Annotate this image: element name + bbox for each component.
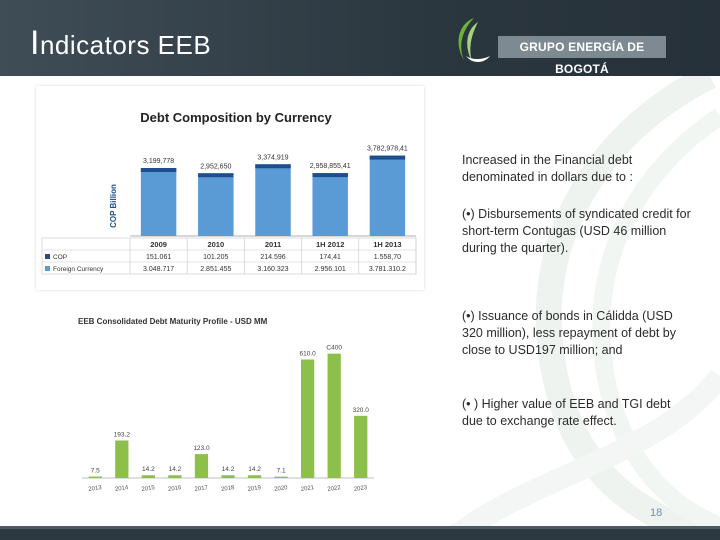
table-cell-value: 174,41 <box>319 254 341 261</box>
category-label: 2011 <box>265 240 281 249</box>
maturity-bar-label: 610.0 <box>299 350 316 357</box>
slide-footer <box>0 526 720 540</box>
maturity-bar-label: 123.0 <box>193 445 210 452</box>
maturity-bar-label: 14.2 <box>169 466 182 473</box>
chart2-title: EEB Consolidated Debt Maturity Profile -… <box>78 317 268 326</box>
chart1-bars: 3,199,778 2,952,650 3,374,919 2,958,855,41 3… <box>130 146 416 237</box>
maturity-bar <box>141 475 155 478</box>
category-label: 2009 <box>150 240 167 249</box>
bar-cop <box>312 173 348 178</box>
maturity-year-label: 2022 <box>327 485 342 493</box>
bar-foreign-currency <box>369 155 406 236</box>
chart1-title: Debt Composition by Currency <box>140 110 332 125</box>
table-cell-value: 3.048.717 <box>143 266 174 273</box>
maturity-bar-label: 14.2 <box>222 466 235 473</box>
bar-total-label: 2,958,855,41 <box>310 163 351 170</box>
table-cell-value: 151.061 <box>146 254 171 261</box>
maturity-bar-label: 193.2 <box>114 431 131 438</box>
slide-title: Indicators EEB <box>30 24 212 62</box>
table-cell-value: 2.956.101 <box>315 266 346 273</box>
bar-foreign-currency <box>255 164 291 236</box>
bar-cop <box>140 168 177 173</box>
maturity-year-label: 2014 <box>115 485 130 493</box>
maturity-year-label: 2018 <box>221 485 236 493</box>
chart1-ylabel: COP Billion <box>109 184 118 228</box>
bar-cop <box>198 173 234 178</box>
bar-foreign-currency <box>140 168 177 236</box>
legend-label: Foreign Currency <box>53 266 104 273</box>
category-label: 1H 2012 <box>316 240 344 249</box>
category-label: 2010 <box>207 240 224 249</box>
bar-foreign-currency <box>312 173 348 236</box>
maturity-year-label: 2016 <box>168 485 183 493</box>
maturity-year-label: 2021 <box>300 485 315 493</box>
commentary-bullet-3: (• ) Higher value of EEB and TGI debt du… <box>462 397 671 428</box>
debt-maturity-chart: EEB Consolidated Debt Maturity Profile -… <box>78 317 374 493</box>
maturity-year-label: 2015 <box>141 485 156 493</box>
maturity-bar-label: 14.2 <box>142 466 155 473</box>
bar-cop <box>369 155 406 160</box>
bar-total-label: 3,374,919 <box>257 154 288 161</box>
table-cell-value: 214.596 <box>260 254 285 261</box>
maturity-bar-label: 14.2 <box>248 466 261 473</box>
maturity-bar <box>88 476 102 478</box>
maturity-bar-label: 7.1 <box>277 468 286 475</box>
maturity-bar-label: C400 <box>326 345 342 352</box>
legend-swatch <box>45 254 50 259</box>
table-cell-value: 1.558,70 <box>374 254 401 261</box>
chart2-bars: 7.5 2013 193.2 2014 14.2 2015 14.2 2016 123.0 201… <box>82 345 374 493</box>
bar-cop <box>255 164 291 169</box>
debt-composition-chart: Debt Composition by Currency COP Billion… <box>36 86 424 290</box>
legend-label: COP <box>53 254 67 261</box>
maturity-year-label: 2013 <box>88 485 103 493</box>
footer-line <box>0 526 720 529</box>
slide-header: Indicators EEB GRUPO ENERGÍA DE BOGOTÁ <box>0 0 720 76</box>
company-logo-text: GRUPO ENERGÍA DE BOGOTÁ <box>498 36 666 76</box>
maturity-bar <box>274 476 288 478</box>
bar-total-label: 3,782,978,41 <box>367 146 408 153</box>
maturity-year-label: 2017 <box>194 485 209 493</box>
page-number: 18 <box>650 507 663 519</box>
chart1-data-table: 2009 2010 2011 1H 2012 1H 2013 COP 151.061 101.… <box>41 237 417 275</box>
bar-total-label: 2,952,650 <box>200 163 231 170</box>
background-swirl <box>443 76 720 540</box>
maturity-bar <box>115 440 129 478</box>
maturity-bar <box>247 475 262 478</box>
maturity-bar <box>168 475 182 478</box>
commentary-bullet-1: (•) Disbursements of syndicated credit f… <box>462 207 691 255</box>
maturity-year-label: 2019 <box>247 485 262 493</box>
table-cell-value: 3.781.310.2 <box>369 266 406 273</box>
swoosh-logo-icon <box>458 18 490 62</box>
maturity-bar <box>194 454 209 478</box>
maturity-bar <box>221 475 235 478</box>
maturity-bar-label: 320.0 <box>353 407 370 414</box>
maturity-bar <box>354 415 368 478</box>
table-cell-value: 101.205 <box>203 254 228 261</box>
maturity-year-label: 2020 <box>274 485 289 493</box>
maturity-bar-label: 7.5 <box>91 468 100 475</box>
maturity-year-label: 2023 <box>354 485 369 493</box>
maturity-bar <box>301 359 315 478</box>
category-label: 1H 2013 <box>373 240 401 249</box>
table-cell-value: 3.160.323 <box>257 266 288 273</box>
maturity-bar <box>327 353 341 478</box>
commentary-bullet-2: (•) Issuance of bonds in Cálidda (USD 32… <box>462 309 676 357</box>
bar-total-label: 3,199,778 <box>143 158 174 165</box>
commentary-intro: Increased in the Financial debt denomina… <box>462 153 633 184</box>
table-cell-value: 2.851.455 <box>200 266 231 273</box>
bar-foreign-currency <box>198 173 234 236</box>
legend-swatch <box>45 266 50 271</box>
